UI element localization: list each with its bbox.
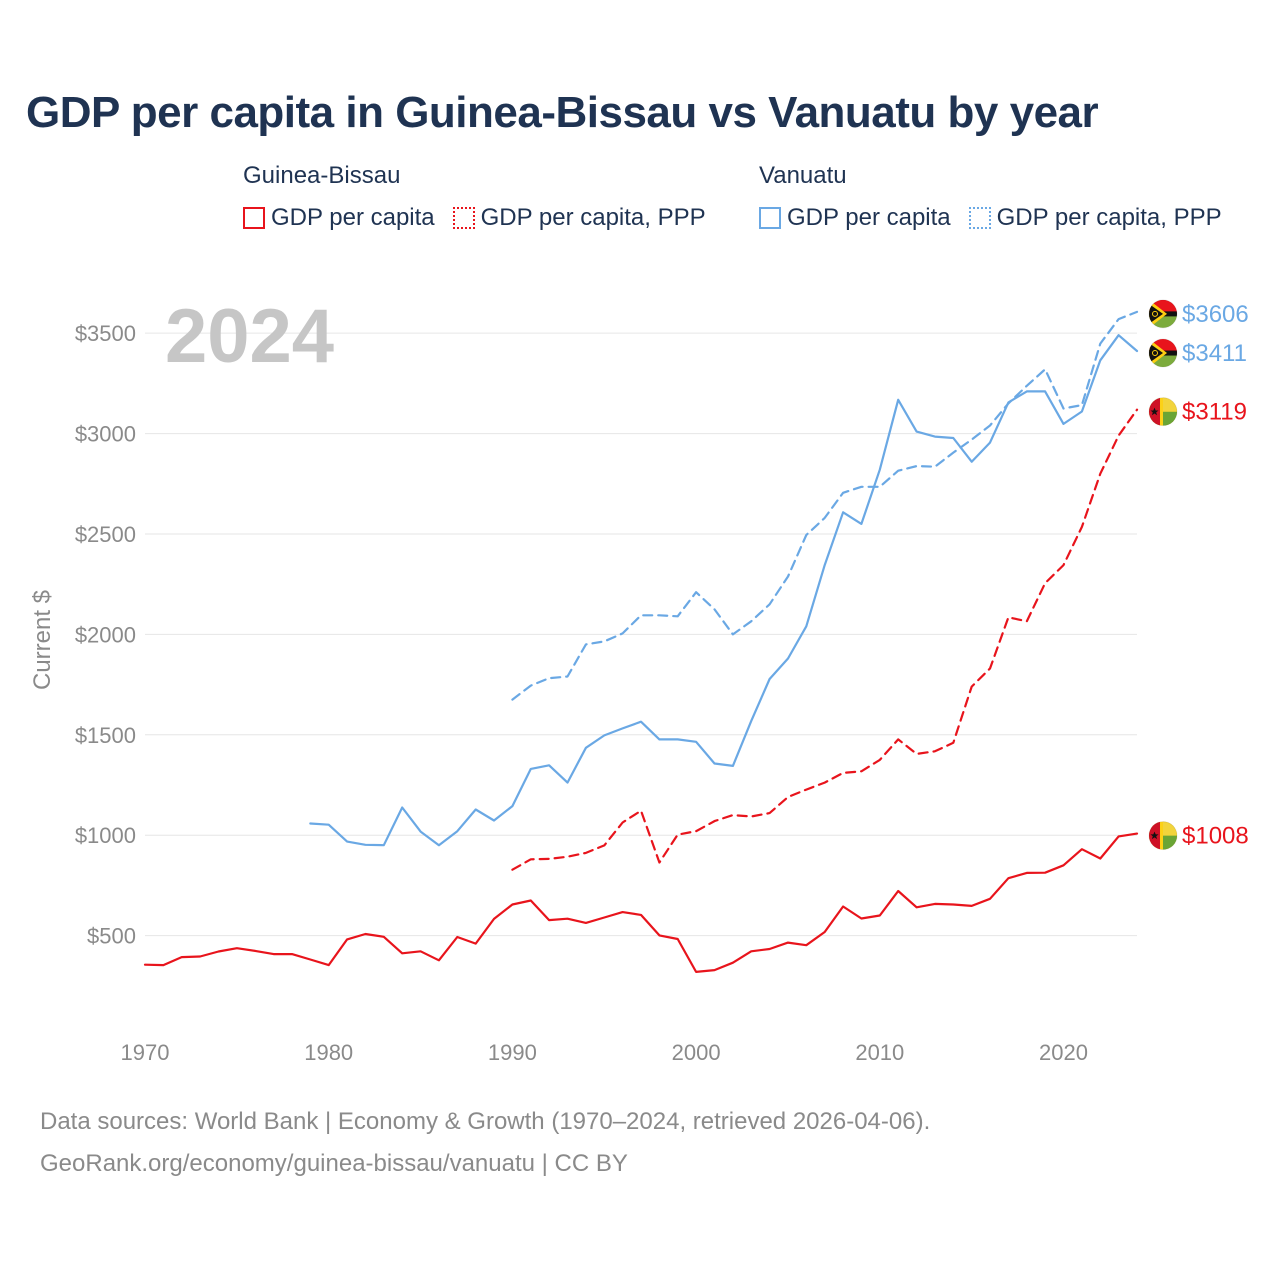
footer-attribution: GeoRank.org/economy/guinea-bissau/vanuat… <box>40 1150 628 1177</box>
legend-item-gb-gdp-ppp[interactable]: GDP per capita, PPP <box>452 204 706 232</box>
legend-item-label: GDP per capita, PPP <box>480 204 706 231</box>
gridlines <box>145 332 1137 937</box>
legend-item-label: GDP per capita, PPP <box>996 204 1222 231</box>
x-tick-label: 2010 <box>855 1040 904 1065</box>
y-tick-label: $500 <box>87 924 136 949</box>
y-axis: $500 $1000 $1500 $2000 $2500 $3000 $3500 <box>75 321 136 948</box>
legend-swatch-solid-red <box>243 207 265 229</box>
legend-swatch-solid-blue <box>759 207 781 229</box>
x-tick-label: 2000 <box>672 1040 721 1065</box>
legend-item-vu-gdp-ppp[interactable]: GDP per capita, PPP <box>968 204 1222 232</box>
series <box>143 310 1139 974</box>
legend-swatch-dotted-red <box>452 207 475 229</box>
legend-group-vanuatu: Vanuatu GDP per capita GDP per capita, P… <box>759 162 1222 232</box>
x-tick-label: 1970 <box>121 1040 170 1065</box>
y-tick-label: $3000 <box>75 422 136 447</box>
end-markers: $1008 $3119 $3411 $3606 <box>1148 299 1249 851</box>
y-tick-label: $2500 <box>75 522 136 547</box>
chart-title: GDP per capita in Guinea-Bissau vs Vanua… <box>26 88 1099 137</box>
legend-group-label: Guinea-Bissau <box>243 162 401 189</box>
guinea-bissau-flag-icon <box>1148 821 1178 851</box>
series-line-gb-gdp <box>143 832 1139 974</box>
legend-group-label: Vanuatu <box>759 162 847 189</box>
legend-item-label: GDP per capita <box>787 204 951 231</box>
guinea-bissau-flag-icon <box>1148 397 1178 427</box>
legend-item-vu-gdp[interactable]: GDP per capita <box>759 204 951 232</box>
end-value-label-vu-gdp-ppp: $3606 <box>1182 301 1249 328</box>
end-value-label-gb-gdp-ppp: $3119 <box>1182 399 1247 426</box>
x-tick-label: 1990 <box>488 1040 537 1065</box>
x-tick-label: 1980 <box>304 1040 353 1065</box>
legend-swatch-dotted-blue <box>968 207 991 229</box>
legend-item-label: GDP per capita <box>271 204 435 231</box>
series-line-gb-gdp-ppp <box>511 408 1139 871</box>
y-tick-label: $1000 <box>75 823 136 848</box>
end-value-label-gb-gdp: $1008 <box>1182 823 1249 850</box>
x-tick-label: 2020 <box>1039 1040 1088 1065</box>
vanuatu-flag-icon <box>1148 338 1178 368</box>
end-value-label-vu-gdp: $3411 <box>1182 340 1247 367</box>
y-axis-label: Current $ <box>29 590 56 690</box>
series-line-vu-gdp-ppp <box>511 310 1139 701</box>
y-tick-label: $2000 <box>75 622 136 647</box>
year-overlay: 2024 <box>165 294 334 379</box>
y-tick-label: $3500 <box>75 321 136 346</box>
y-tick-label: $1500 <box>75 723 136 748</box>
vanuatu-flag-icon <box>1148 299 1178 329</box>
series-line-vu-gdp <box>309 334 1139 847</box>
legend-item-gb-gdp[interactable]: GDP per capita <box>243 204 435 232</box>
legend-group-guinea-bissau: Guinea-Bissau GDP per capita GDP per cap… <box>243 162 706 232</box>
footer-sources: Data sources: World Bank | Economy & Gro… <box>40 1108 931 1135</box>
x-axis: 1970 1980 1990 2000 2010 2020 <box>121 1040 1088 1065</box>
